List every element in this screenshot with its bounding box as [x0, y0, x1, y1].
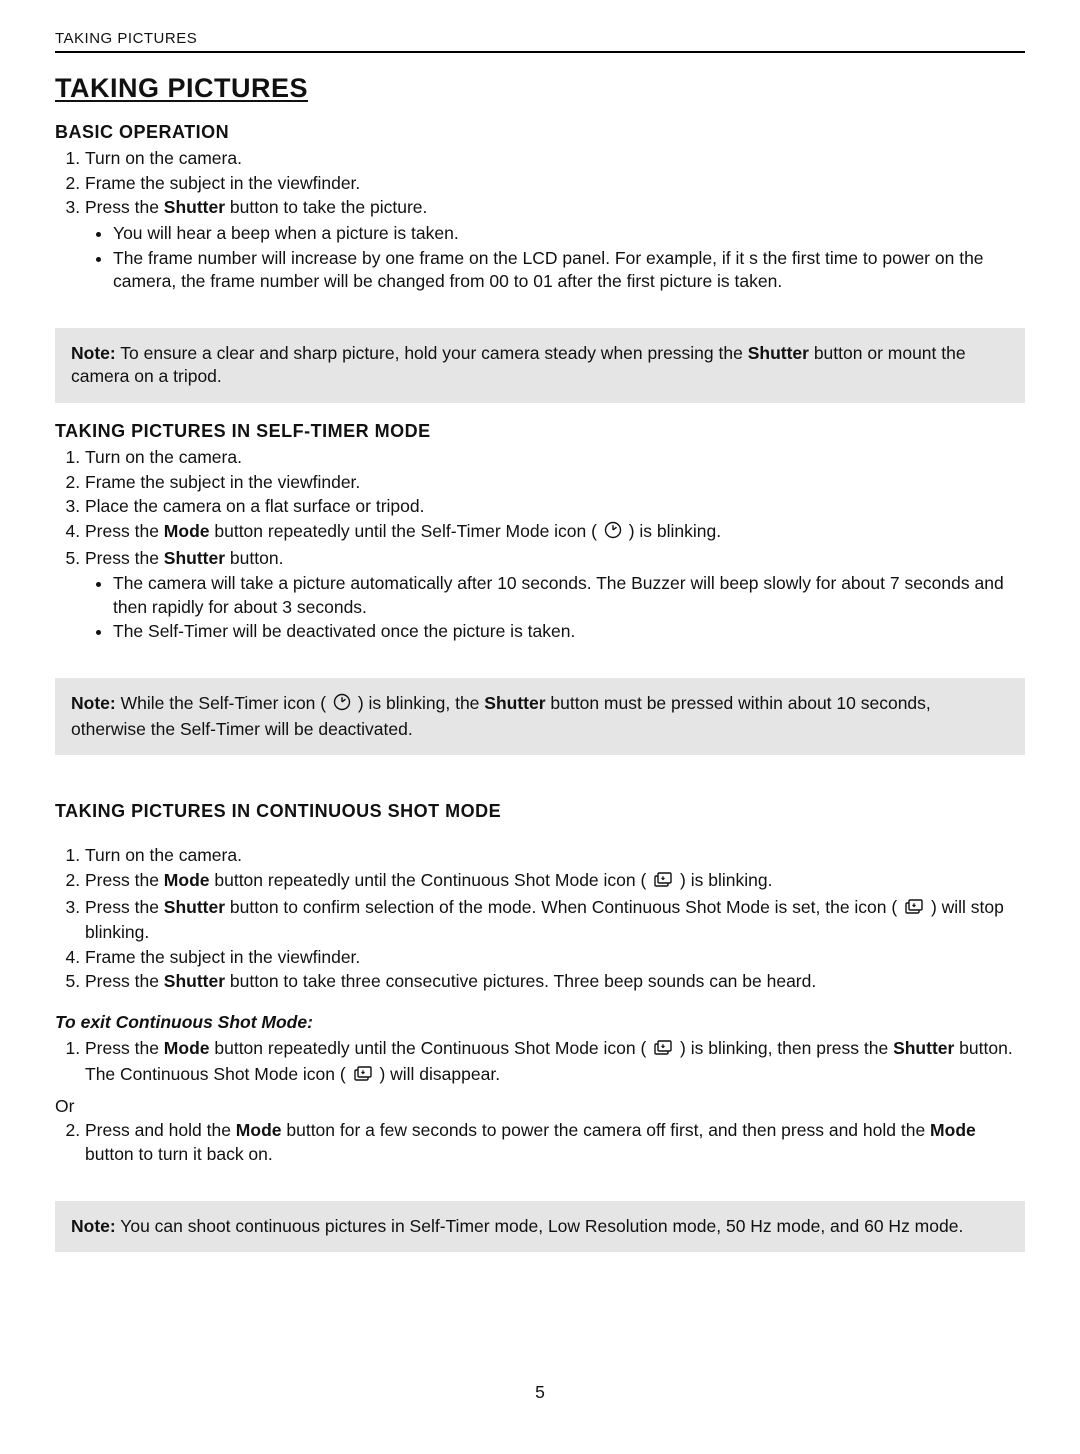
exit-subheading: To exit Continuous Shot Mode: [55, 1012, 1025, 1033]
list-item: Press the Shutter button to take the pic… [85, 196, 1025, 294]
note-label: Note: [71, 343, 116, 363]
list-item: Press the Shutter button to take three c… [85, 970, 1025, 994]
bold-mode: Mode [930, 1120, 976, 1140]
running-header: TAKING PICTURES [55, 30, 1025, 53]
exit-list: Press the Mode button repeatedly until t… [55, 1037, 1025, 1088]
list-item: Frame the subject in the viewfinder. [85, 471, 1025, 495]
continuous-list: Turn on the camera. Press the Mode butto… [55, 844, 1025, 994]
bold-mode: Mode [164, 521, 210, 541]
list-item: Turn on the camera. [85, 844, 1025, 868]
bold-shutter: Shutter [164, 548, 225, 568]
continuous-shot-icon [653, 1038, 673, 1063]
or-text: Or [55, 1096, 1025, 1117]
text: button to confirm selection of the mode.… [225, 897, 902, 917]
text: Press the [85, 548, 164, 568]
heading-self-timer: TAKING PICTURES IN SELF-TIMER MODE [55, 421, 1025, 442]
self-timer-icon [333, 693, 351, 718]
note-label: Note: [71, 693, 116, 713]
bold-shutter: Shutter [748, 343, 809, 363]
note-label: Note: [71, 1216, 116, 1236]
page-title: TAKING PICTURES [55, 73, 1025, 104]
text: Press the [85, 870, 164, 890]
note-box-self-timer: Note: While the Self-Timer icon ( ) is b… [55, 678, 1025, 755]
text: button to take three consecutive picture… [225, 971, 816, 991]
exit-list-2: Press and hold the Mode button for a few… [55, 1119, 1025, 1166]
text: Press the [85, 897, 164, 917]
text: ) is blinking. [624, 521, 721, 541]
list-item: The Self-Timer will be deactivated once … [113, 620, 1025, 644]
text: To ensure a clear and sharp picture, hol… [116, 343, 748, 363]
list-item: Frame the subject in the viewfinder. [85, 172, 1025, 196]
bold-shutter: Shutter [893, 1038, 954, 1058]
list-item: Turn on the camera. [85, 446, 1025, 470]
note-box-basic: Note: To ensure a clear and sharp pictur… [55, 328, 1025, 403]
bold-mode: Mode [164, 1038, 210, 1058]
list-item: Press the Mode button repeatedly until t… [85, 869, 1025, 895]
text: Press and hold the [85, 1120, 236, 1140]
list-item: Press the Shutter button. The camera wil… [85, 547, 1025, 645]
text: While the Self-Timer icon ( [116, 693, 331, 713]
continuous-shot-icon [653, 870, 673, 895]
list-item: Place the camera on a flat surface or tr… [85, 495, 1025, 519]
heading-continuous: TAKING PICTURES IN CONTINUOUS SHOT MODE [55, 801, 1025, 822]
text: button to take the picture. [225, 197, 427, 217]
text: button for a few seconds to power the ca… [282, 1120, 931, 1140]
text: ) is blinking, the [353, 693, 484, 713]
self-timer-icon [604, 521, 622, 546]
text: You can shoot continuous pictures in Sel… [116, 1216, 964, 1236]
heading-basic-operation: BASIC OPERATION [55, 122, 1025, 143]
text: ) is blinking, then press the [675, 1038, 893, 1058]
list-item: Frame the subject in the viewfinder. [85, 946, 1025, 970]
bold-mode: Mode [236, 1120, 282, 1140]
sub-bullets: You will hear a beep when a picture is t… [85, 222, 1025, 294]
text: Press the [85, 1038, 164, 1058]
list-item: Press and hold the Mode button for a few… [85, 1119, 1025, 1166]
document-page: TAKING PICTURES TAKING PICTURES BASIC OP… [0, 0, 1080, 1443]
text: button. [225, 548, 283, 568]
continuous-shot-icon [904, 897, 924, 922]
list-item: Press the Shutter button to confirm sele… [85, 896, 1025, 945]
sub-bullets: The camera will take a picture automatic… [85, 572, 1025, 644]
list-item: The frame number will increase by one fr… [113, 247, 1025, 294]
continuous-shot-icon [353, 1064, 373, 1089]
page-number: 5 [55, 1382, 1025, 1403]
self-timer-list: Turn on the camera. Frame the subject in… [55, 446, 1025, 644]
text: button repeatedly until the Self-Timer M… [210, 521, 602, 541]
note-box-continuous: Note: You can shoot continuous pictures … [55, 1201, 1025, 1253]
text: button to turn it back on. [85, 1144, 273, 1164]
text: button repeatedly until the Continuous S… [210, 870, 652, 890]
list-item: You will hear a beep when a picture is t… [113, 222, 1025, 246]
text: button repeatedly until the Continuous S… [210, 1038, 652, 1058]
bold-shutter: Shutter [484, 693, 545, 713]
list-item: Press the Mode button repeatedly until t… [85, 520, 1025, 546]
list-item: Press the Mode button repeatedly until t… [85, 1037, 1025, 1088]
list-item: The camera will take a picture automatic… [113, 572, 1025, 619]
text: Press the [85, 521, 164, 541]
text: ) is blinking. [675, 870, 772, 890]
bold-shutter: Shutter [164, 197, 225, 217]
list-item: Turn on the camera. [85, 147, 1025, 171]
bold-shutter: Shutter [164, 971, 225, 991]
text: Press the [85, 971, 164, 991]
bold-mode: Mode [164, 870, 210, 890]
bold-shutter: Shutter [164, 897, 225, 917]
text: ) will disappear. [375, 1064, 500, 1084]
basic-operation-list: Turn on the camera. Frame the subject in… [55, 147, 1025, 294]
text: Press the [85, 197, 164, 217]
